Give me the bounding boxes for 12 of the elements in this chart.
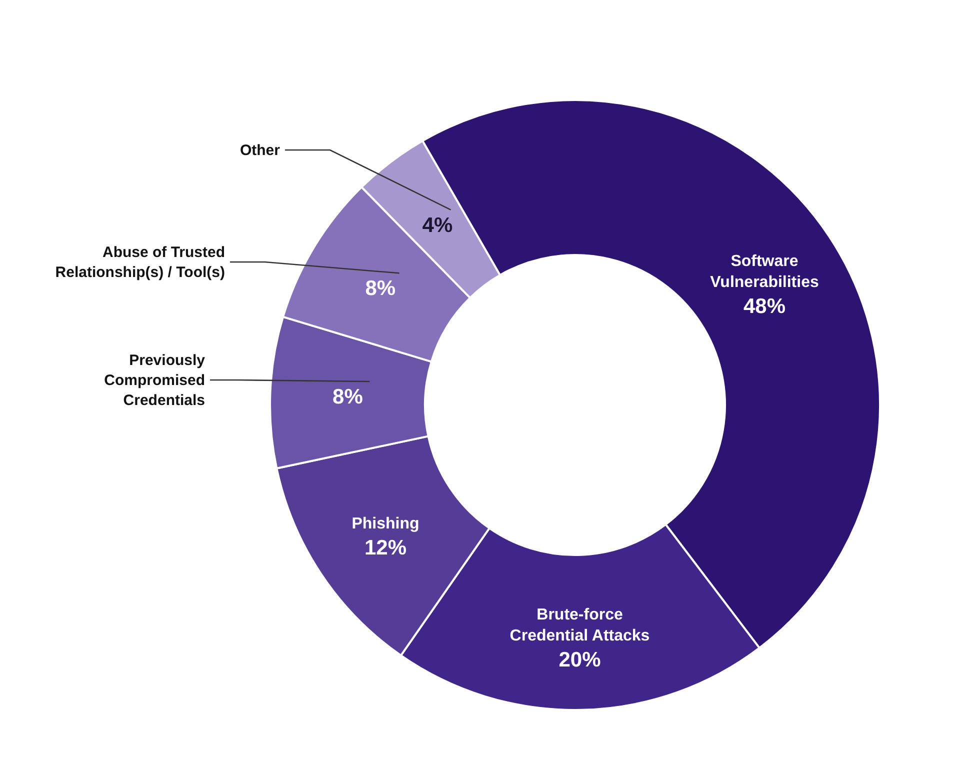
data-label: 4% — [422, 214, 453, 237]
data-label: 8% — [332, 385, 364, 408]
slice-label: Software Vulnerabilities — [710, 253, 819, 292]
data-label: 8% — [365, 277, 396, 300]
slice-label: Abuse of Trusted Relationship(s) / Tool(s) — [55, 244, 226, 281]
slice-label: Brute-force Credential Attacks — [510, 606, 650, 644]
slice-label: Other — [240, 142, 280, 159]
data-label: 12% — [364, 536, 407, 560]
data-label: 20% — [558, 648, 602, 672]
data-label: 48% — [743, 295, 786, 318]
slice-label: Phishing — [352, 515, 420, 532]
slice-label: Previously Compromised Credentials — [104, 352, 206, 409]
